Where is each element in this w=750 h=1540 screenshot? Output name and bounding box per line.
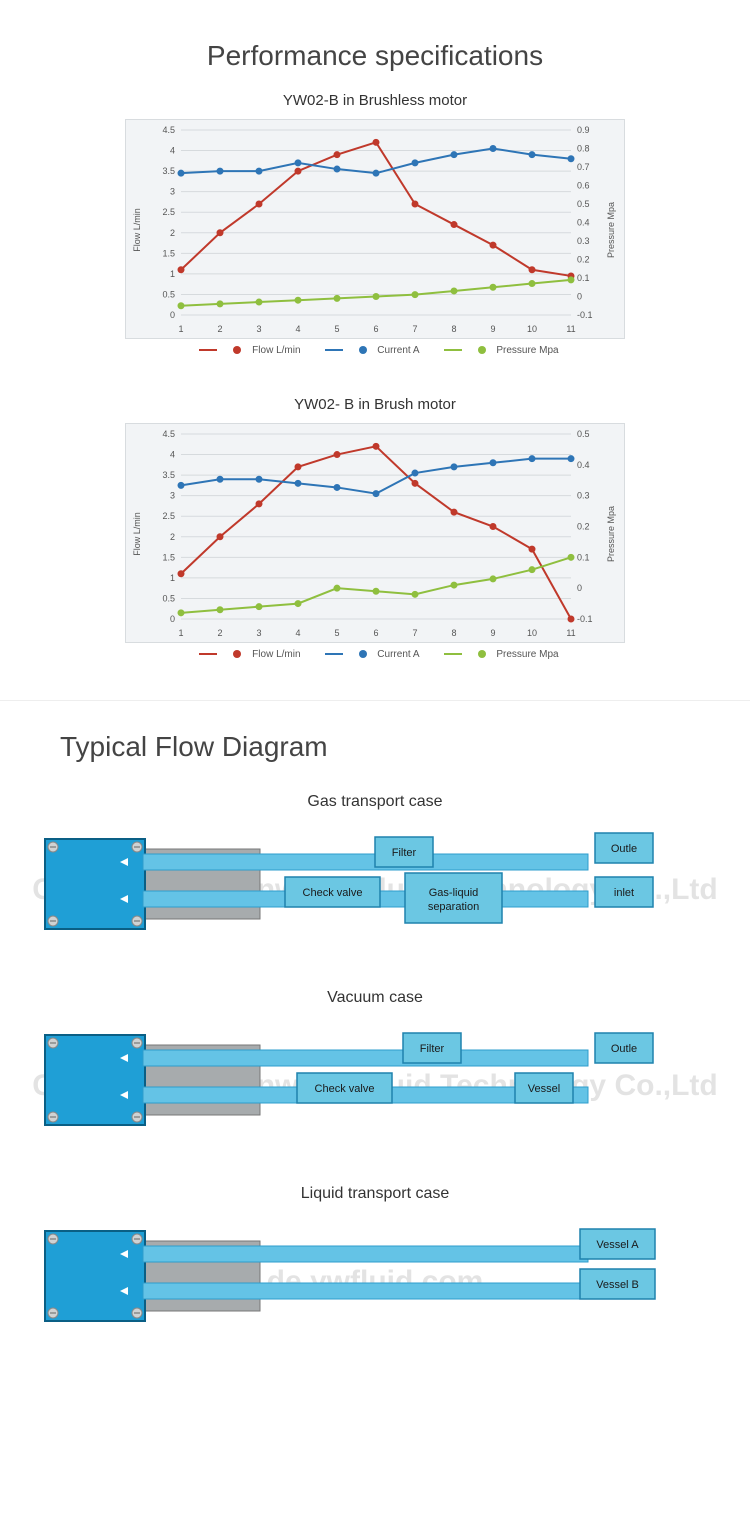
svg-text:0.8: 0.8 xyxy=(577,144,590,154)
svg-text:Filter: Filter xyxy=(420,1043,445,1055)
svg-text:0.3: 0.3 xyxy=(577,236,590,246)
svg-text:7: 7 xyxy=(412,628,417,638)
svg-text:8: 8 xyxy=(451,324,456,334)
svg-text:2.5: 2.5 xyxy=(162,207,175,217)
svg-text:11: 11 xyxy=(566,324,575,334)
svg-text:separation: separation xyxy=(428,901,479,913)
svg-text:inlet: inlet xyxy=(614,887,634,899)
flow-diagram-title: Typical Flow Diagram xyxy=(60,731,750,763)
chart2-block: YW02- B in Brush motor 0 0.5 1 1.5 2 2.5 3 3.5 4… xyxy=(125,396,625,660)
svg-text:Check valve: Check valve xyxy=(303,887,363,899)
svg-text:Filter: Filter xyxy=(392,847,417,859)
svg-text:1: 1 xyxy=(178,324,183,334)
section-divider xyxy=(0,700,750,701)
svg-text:0.6: 0.6 xyxy=(577,181,590,191)
svg-text:Vessel A: Vessel A xyxy=(596,1239,639,1251)
svg-text:1: 1 xyxy=(170,573,175,583)
svg-text:4: 4 xyxy=(295,324,300,334)
svg-text:1: 1 xyxy=(178,628,183,638)
svg-text:5: 5 xyxy=(334,324,339,334)
svg-text:0: 0 xyxy=(577,583,582,593)
svg-text:Vessel: Vessel xyxy=(528,1083,560,1095)
svg-text:0.5: 0.5 xyxy=(577,199,590,209)
gas-flow-title: Gas transport case xyxy=(0,793,750,811)
chart1-svg: 0 0.5 1 1.5 2 2.5 3 3.5 4 4.5 -0.1 0 0.1 0.2 0.3 0.4 0.5… xyxy=(125,119,625,339)
svg-text:10: 10 xyxy=(527,324,537,334)
svg-text:1: 1 xyxy=(170,269,175,279)
chart2-svg: 0 0.5 1 1.5 2 2.5 3 3.5 4 4.5 -0.1 0 0.1 0.2 0.3 0.4 0.5… xyxy=(125,423,625,643)
vacuum-flow-block: Vacuum case Chengzhou Yuanwang Fluid Tec… xyxy=(0,989,750,1135)
svg-text:Flow L/min: Flow L/min xyxy=(132,208,142,252)
svg-text:4.5: 4.5 xyxy=(162,429,175,439)
svg-text:Pressure Mpa: Pressure Mpa xyxy=(606,506,616,562)
svg-text:3: 3 xyxy=(170,187,175,197)
svg-text:5: 5 xyxy=(334,628,339,638)
svg-text:Gas-liquid: Gas-liquid xyxy=(429,887,479,899)
svg-text:0.5: 0.5 xyxy=(577,429,590,439)
chart2-title: YW02- B in Brush motor xyxy=(125,396,625,413)
svg-text:Flow L/min: Flow L/min xyxy=(132,512,142,556)
svg-text:0.4: 0.4 xyxy=(577,218,590,228)
chart2-legend: Flow L/min Current A Pressure Mpa xyxy=(125,649,625,660)
svg-text:0.7: 0.7 xyxy=(577,162,590,172)
svg-text:0.5: 0.5 xyxy=(162,289,175,299)
svg-text:0.2: 0.2 xyxy=(577,255,590,265)
gas-flow-svg: Chengzhou Yuanwang Fluid Technology Co.,… xyxy=(25,829,725,939)
svg-text:9: 9 xyxy=(490,324,495,334)
svg-text:-0.1: -0.1 xyxy=(577,310,593,320)
svg-text:-0.1: -0.1 xyxy=(577,614,593,624)
gas-flow-block: Gas transport case Chengzhou Yuanwang Fl… xyxy=(0,793,750,939)
svg-text:2: 2 xyxy=(217,324,222,334)
svg-text:Check valve: Check valve xyxy=(315,1083,375,1095)
svg-text:4.5: 4.5 xyxy=(162,125,175,135)
liquid-flow-title: Liquid transport case xyxy=(0,1185,750,1203)
svg-text:0: 0 xyxy=(170,310,175,320)
svg-text:4: 4 xyxy=(295,628,300,638)
chart1-title: YW02-B in Brushless motor xyxy=(125,92,625,109)
svg-text:4: 4 xyxy=(170,450,175,460)
svg-text:2: 2 xyxy=(170,228,175,238)
svg-text:0.2: 0.2 xyxy=(577,522,590,532)
svg-text:9: 9 xyxy=(490,628,495,638)
svg-text:2: 2 xyxy=(217,628,222,638)
svg-text:3: 3 xyxy=(256,324,261,334)
svg-text:Pressure Mpa: Pressure Mpa xyxy=(606,202,616,258)
svg-text:11: 11 xyxy=(566,628,575,638)
svg-text:0.9: 0.9 xyxy=(577,125,590,135)
svg-text:0.1: 0.1 xyxy=(577,552,590,562)
svg-text:0.3: 0.3 xyxy=(577,491,590,501)
svg-text:3: 3 xyxy=(256,628,261,638)
chart1-legend: Flow L/min Current A Pressure Mpa xyxy=(125,345,625,356)
svg-text:3.5: 3.5 xyxy=(162,166,175,176)
vacuum-flow-title: Vacuum case xyxy=(0,989,750,1007)
svg-text:2: 2 xyxy=(170,532,175,542)
svg-text:Outle: Outle xyxy=(611,843,637,855)
svg-text:6: 6 xyxy=(373,324,378,334)
svg-text:8: 8 xyxy=(451,628,456,638)
svg-text:3: 3 xyxy=(170,491,175,501)
svg-text:0.5: 0.5 xyxy=(162,593,175,603)
svg-text:0: 0 xyxy=(170,614,175,624)
svg-text:4: 4 xyxy=(170,146,175,156)
chart1-block: YW02-B in Brushless motor 0 0.5 1 1.5 2 2.5 3 3… xyxy=(125,92,625,356)
svg-text:Vessel B: Vessel B xyxy=(596,1279,639,1291)
svg-text:0: 0 xyxy=(577,292,582,302)
svg-text:3.5: 3.5 xyxy=(162,470,175,480)
svg-text:2.5: 2.5 xyxy=(162,511,175,521)
svg-text:1.5: 1.5 xyxy=(162,248,175,258)
svg-text:Outle: Outle xyxy=(611,1043,637,1055)
svg-text:7: 7 xyxy=(412,324,417,334)
svg-text:0.4: 0.4 xyxy=(577,460,590,470)
liquid-flow-block: Liquid transport case de.ywfluid.comVess… xyxy=(0,1185,750,1331)
svg-text:0.1: 0.1 xyxy=(577,273,590,283)
svg-text:1.5: 1.5 xyxy=(162,552,175,562)
svg-text:10: 10 xyxy=(527,628,537,638)
vacuum-flow-svg: Chengzhou Yuanwang Fluid Technology Co.,… xyxy=(25,1025,725,1135)
liquid-flow-svg: de.ywfluid.comVessel AVessel B xyxy=(25,1221,725,1331)
svg-text:6: 6 xyxy=(373,628,378,638)
perf-spec-title: Performance specifications xyxy=(0,40,750,72)
